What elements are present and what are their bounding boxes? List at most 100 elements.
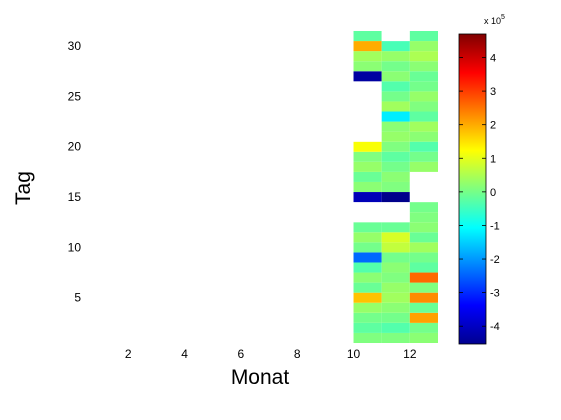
colorbar-tick-label: -4 xyxy=(490,321,500,333)
heatmap-cell xyxy=(409,272,438,283)
heatmap-cell xyxy=(353,222,382,233)
colorbar-tick-label: 4 xyxy=(490,53,496,65)
heatmap-cell xyxy=(381,322,410,333)
heatmap-cell xyxy=(409,312,438,323)
colorbar-tick-label: -2 xyxy=(490,254,500,266)
heatmap-cell xyxy=(409,161,438,172)
heatmap-cell xyxy=(381,81,410,92)
heatmap-cell xyxy=(409,91,438,102)
y-axis-label: Tag xyxy=(12,171,35,205)
heatmap-cell xyxy=(381,101,410,112)
colorbar-exponent-power: 5 xyxy=(501,14,505,21)
heatmap-cell xyxy=(409,141,438,152)
x-tick-label: 12 xyxy=(403,347,417,361)
heatmap-cell xyxy=(353,151,382,162)
heatmap-cell xyxy=(353,51,382,62)
heatmap-cell xyxy=(409,81,438,92)
heatmap-cell xyxy=(353,61,382,72)
colorbar-tick-label: 3 xyxy=(490,86,496,98)
heatmap-cell xyxy=(353,312,382,323)
heatmap-cell xyxy=(409,232,438,243)
heatmap-cell xyxy=(353,121,382,132)
colorbar-tick-label: -3 xyxy=(490,288,500,300)
y-tick-label: 5 xyxy=(74,291,81,305)
heatmap-cell xyxy=(409,262,438,273)
heatmap-cell xyxy=(353,41,382,52)
heatmap-cell xyxy=(409,332,438,343)
heatmap-cell xyxy=(353,292,382,303)
heatmap-cell xyxy=(409,61,438,72)
heatmap-cell xyxy=(381,212,410,223)
x-axis-label: Monat xyxy=(231,366,290,389)
heatmap-cell xyxy=(381,131,410,142)
heatmap-cells xyxy=(353,31,438,343)
x-axis-ticks: 2 4 6 8 10 12 xyxy=(125,347,417,361)
heatmap-cell xyxy=(409,181,438,193)
heatmap-cell xyxy=(381,252,410,263)
heatmap-cell xyxy=(353,31,382,42)
y-tick-label: 15 xyxy=(68,190,82,204)
heatmap-cell xyxy=(353,141,382,152)
colorbar-tick-label: -1 xyxy=(490,220,500,232)
heatmap-cell xyxy=(381,151,410,162)
heatmap-cell xyxy=(409,101,438,112)
heatmap-cell xyxy=(353,202,382,213)
heatmap-cell xyxy=(409,212,438,223)
heatmap-cell xyxy=(353,171,382,182)
colorbar-tick-label: 1 xyxy=(490,153,496,165)
heatmap-cell xyxy=(381,161,410,172)
heatmap-cell xyxy=(409,171,438,182)
heatmap-cell xyxy=(353,252,382,263)
y-tick-label: 30 xyxy=(68,39,82,53)
heatmap-cell xyxy=(381,272,410,283)
x-tick-label: 6 xyxy=(238,347,245,361)
heatmap-cell xyxy=(381,141,410,152)
heatmap-cell xyxy=(381,302,410,313)
heatmap-cell xyxy=(381,171,410,182)
heatmap-cell xyxy=(409,31,438,42)
heatmap-cell xyxy=(381,51,410,62)
heatmap-cell xyxy=(409,131,438,142)
heatmap-cell xyxy=(353,71,382,82)
heatmap-cell xyxy=(409,222,438,233)
heatmap-cell xyxy=(381,71,410,82)
heatmap-cell xyxy=(353,242,382,253)
heatmap-cell xyxy=(381,282,410,293)
heatmap-cell xyxy=(381,232,410,243)
heatmap-cell xyxy=(353,322,382,333)
heatmap-cell xyxy=(409,111,438,122)
colorbar-tick-label: 0 xyxy=(490,187,496,199)
colorbar-tick-label: 2 xyxy=(490,120,496,132)
heatmap-cell xyxy=(353,232,382,243)
heatmap-cell xyxy=(381,242,410,253)
heatmap-cell xyxy=(353,81,382,92)
heatmap-cell xyxy=(409,242,438,253)
colorbar-gradient xyxy=(458,33,487,345)
heatmap-cell xyxy=(381,111,410,122)
heatmap-cell xyxy=(409,41,438,52)
heatmap-cell xyxy=(409,121,438,132)
heatmap-cell xyxy=(381,312,410,323)
y-tick-label: 10 xyxy=(68,240,82,254)
colorbar: -4 -3 -2 -1 0 1 2 3 4 x 105 xyxy=(458,14,505,345)
heatmap-cell xyxy=(409,192,438,203)
heatmap-cell xyxy=(409,322,438,333)
colorbar-exponent-base: x 10 xyxy=(484,16,501,26)
x-tick-label: 2 xyxy=(125,347,132,361)
heatmap-cell xyxy=(381,121,410,132)
heatmap-cell xyxy=(353,91,382,102)
colorbar-exponent: x 105 xyxy=(484,14,505,26)
heatmap-cell xyxy=(353,111,382,122)
heatmap-cell xyxy=(353,192,382,203)
colorbar-ticks: -4 -3 -2 -1 0 1 2 3 4 xyxy=(459,53,500,333)
heatmap-cell xyxy=(381,332,410,343)
heatmap-cell xyxy=(353,212,382,223)
x-tick-label: 10 xyxy=(347,347,361,361)
heatmap-cell xyxy=(353,101,382,112)
y-tick-label: 25 xyxy=(68,89,82,103)
heatmap-cell xyxy=(381,202,410,213)
heatmap-cell xyxy=(353,282,382,293)
heatmap-cell xyxy=(381,292,410,303)
x-tick-label: 8 xyxy=(294,347,301,361)
